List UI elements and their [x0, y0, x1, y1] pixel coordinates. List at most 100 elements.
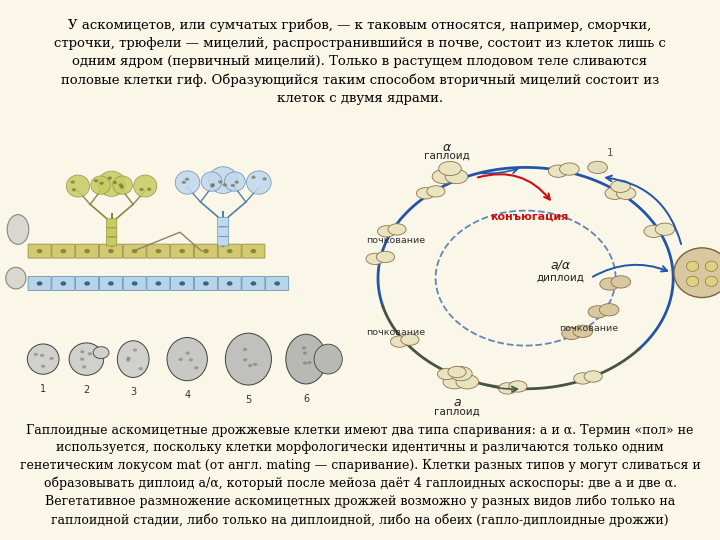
Text: α: α — [442, 140, 451, 154]
Ellipse shape — [69, 343, 104, 375]
Circle shape — [112, 181, 117, 184]
Circle shape — [80, 350, 84, 353]
Circle shape — [262, 177, 266, 180]
Ellipse shape — [644, 225, 664, 238]
Ellipse shape — [225, 172, 246, 191]
Circle shape — [84, 249, 90, 253]
Circle shape — [156, 281, 161, 286]
Circle shape — [181, 181, 186, 184]
FancyBboxPatch shape — [217, 217, 229, 226]
Circle shape — [274, 281, 280, 286]
Circle shape — [60, 249, 66, 253]
Text: 1: 1 — [607, 147, 614, 158]
FancyBboxPatch shape — [76, 276, 99, 291]
Ellipse shape — [687, 276, 699, 286]
Ellipse shape — [117, 341, 149, 377]
Circle shape — [179, 357, 183, 361]
Text: гаплоид: гаплоид — [434, 406, 480, 416]
Circle shape — [303, 361, 307, 365]
Ellipse shape — [91, 176, 110, 194]
FancyBboxPatch shape — [147, 276, 170, 291]
Text: У аскомицетов, или сумчатых грибов, — к таковым относятся, например, сморчки,
ст: У аскомицетов, или сумчатых грибов, — к … — [54, 19, 666, 105]
Circle shape — [120, 185, 124, 188]
Circle shape — [235, 180, 239, 184]
Text: почкование: почкование — [559, 324, 618, 333]
Circle shape — [227, 281, 233, 286]
FancyBboxPatch shape — [218, 276, 241, 291]
Ellipse shape — [616, 187, 636, 199]
Circle shape — [251, 249, 256, 253]
Circle shape — [140, 188, 144, 191]
FancyBboxPatch shape — [194, 276, 217, 291]
Ellipse shape — [388, 224, 406, 235]
Text: a: a — [454, 396, 461, 409]
FancyBboxPatch shape — [266, 276, 289, 291]
Ellipse shape — [209, 167, 238, 193]
Ellipse shape — [674, 248, 720, 298]
Circle shape — [37, 281, 42, 286]
FancyBboxPatch shape — [123, 276, 146, 291]
Text: конъюгация: конъюгация — [490, 212, 568, 222]
Circle shape — [243, 358, 248, 361]
Ellipse shape — [401, 334, 419, 345]
Ellipse shape — [438, 161, 462, 176]
Circle shape — [40, 354, 45, 357]
Ellipse shape — [427, 186, 445, 197]
FancyBboxPatch shape — [147, 244, 170, 258]
Ellipse shape — [416, 187, 435, 199]
FancyBboxPatch shape — [217, 227, 229, 236]
Circle shape — [218, 180, 222, 184]
FancyBboxPatch shape — [218, 244, 241, 258]
Circle shape — [222, 183, 227, 186]
Circle shape — [99, 181, 104, 185]
Ellipse shape — [445, 170, 468, 184]
Circle shape — [84, 281, 90, 286]
Circle shape — [248, 364, 253, 367]
Ellipse shape — [443, 375, 466, 389]
Circle shape — [210, 183, 215, 186]
Circle shape — [126, 356, 130, 360]
Circle shape — [230, 184, 235, 187]
Text: почкование: почкование — [366, 236, 426, 245]
Circle shape — [303, 352, 307, 355]
Circle shape — [82, 365, 86, 368]
Ellipse shape — [605, 187, 625, 199]
Ellipse shape — [599, 303, 619, 316]
Circle shape — [132, 281, 138, 286]
FancyBboxPatch shape — [107, 219, 117, 227]
Circle shape — [88, 352, 92, 355]
Ellipse shape — [225, 333, 271, 385]
Circle shape — [138, 367, 143, 370]
Circle shape — [37, 249, 42, 253]
FancyBboxPatch shape — [217, 237, 229, 246]
FancyBboxPatch shape — [99, 276, 122, 291]
Text: 6: 6 — [303, 394, 309, 404]
Circle shape — [156, 249, 161, 253]
Ellipse shape — [509, 381, 527, 392]
Ellipse shape — [134, 175, 157, 197]
Circle shape — [132, 348, 137, 352]
Ellipse shape — [562, 327, 582, 340]
Circle shape — [41, 364, 45, 368]
Ellipse shape — [7, 214, 29, 244]
Ellipse shape — [6, 267, 26, 289]
Circle shape — [251, 281, 256, 286]
FancyBboxPatch shape — [76, 244, 99, 258]
Ellipse shape — [366, 253, 384, 265]
FancyBboxPatch shape — [194, 244, 217, 258]
FancyBboxPatch shape — [107, 228, 117, 237]
Text: почкование: почкование — [366, 328, 426, 337]
Ellipse shape — [286, 334, 326, 384]
Circle shape — [302, 346, 306, 349]
Text: диплоид: диплоид — [536, 273, 584, 283]
Ellipse shape — [559, 163, 580, 175]
Ellipse shape — [66, 175, 89, 197]
Circle shape — [108, 281, 114, 286]
Ellipse shape — [432, 170, 455, 184]
Ellipse shape — [611, 180, 630, 192]
Ellipse shape — [549, 165, 568, 177]
FancyBboxPatch shape — [242, 244, 265, 258]
Circle shape — [189, 358, 193, 361]
Ellipse shape — [573, 325, 593, 338]
Text: 5: 5 — [246, 395, 251, 405]
